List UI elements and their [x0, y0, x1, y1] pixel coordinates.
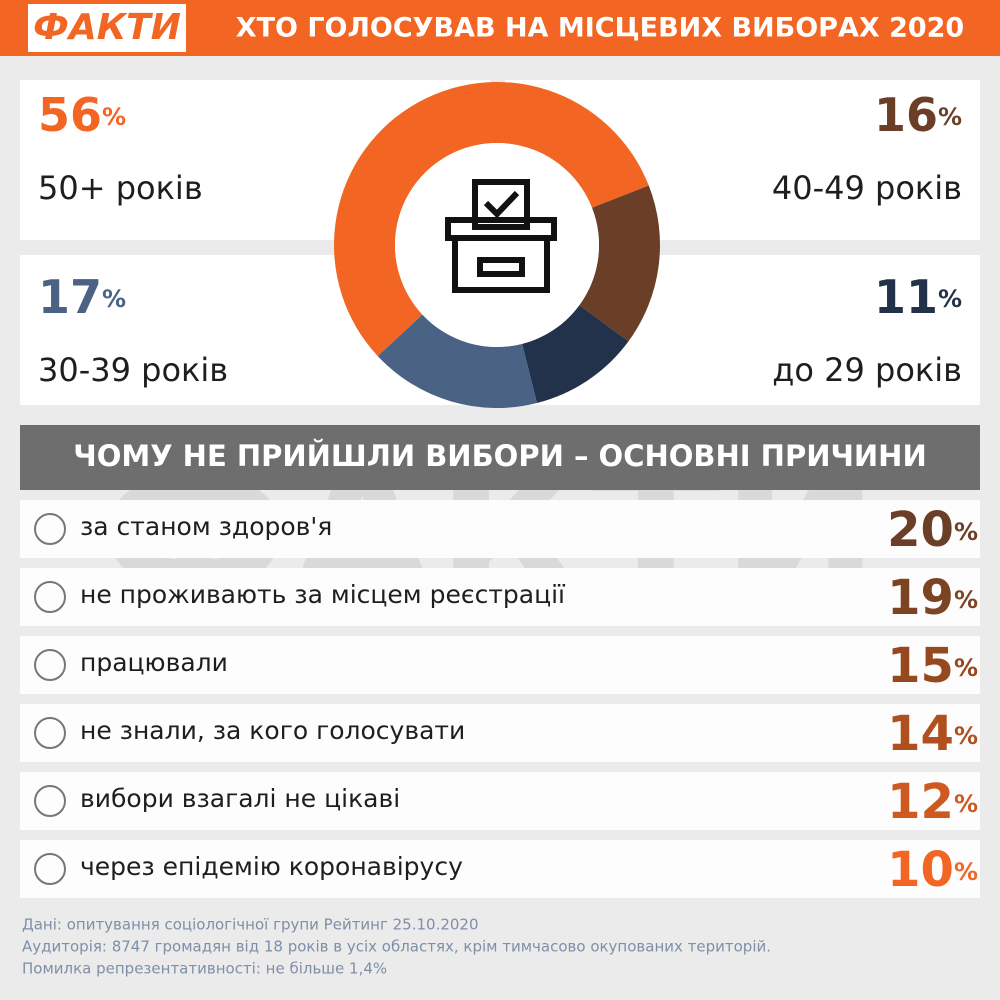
value-label: 12%	[887, 774, 978, 830]
category-label: до 29 років	[772, 351, 962, 389]
donut	[333, 81, 660, 408]
footnote: Аудиторія: 8747 громадян від 18 років в …	[22, 938, 771, 956]
value-label: 20%	[887, 502, 978, 558]
category-label: 50+ років	[38, 169, 203, 207]
unit: %	[954, 654, 978, 682]
category-label: працювали	[80, 648, 228, 677]
value: 17	[38, 270, 102, 324]
donut-hole	[395, 143, 599, 347]
row-icon	[34, 717, 66, 749]
footnote: Дані: опитування соціологічної групи Рей…	[22, 916, 479, 934]
value-label: 17%	[38, 270, 126, 324]
category-label: через епідемію коронавірусу	[80, 852, 463, 881]
unit: %	[938, 103, 962, 131]
value-label: 11%	[874, 270, 962, 324]
row	[20, 636, 980, 694]
value: 14	[887, 706, 954, 762]
unit: %	[954, 518, 978, 546]
value: 12	[887, 774, 954, 830]
logo: ФАКТИ	[33, 7, 181, 48]
title: ХТО ГОЛОСУВАВ НА МІСЦЕВИХ ВИБОРАХ 2020	[236, 13, 964, 44]
donut-slice	[579, 185, 660, 342]
donut-slice	[333, 81, 649, 357]
unit: %	[954, 586, 978, 614]
value-label: 16%	[874, 88, 962, 142]
value-label: 19%	[887, 570, 978, 626]
donut-slice	[377, 314, 537, 408]
unit: %	[102, 285, 126, 313]
row	[20, 568, 980, 626]
category-label: за станом здоров'я	[80, 512, 332, 541]
row-icon	[34, 581, 66, 613]
donut-slice	[522, 305, 629, 404]
value: 15	[887, 638, 954, 694]
section-band	[20, 425, 980, 490]
category-label: 30-39 років	[38, 351, 228, 389]
row	[20, 500, 980, 558]
value: 20	[887, 502, 954, 558]
category-label: не знали, за кого голосувати	[80, 716, 465, 745]
value: 16	[874, 88, 938, 142]
ballot-icon	[445, 179, 557, 293]
unit: %	[102, 103, 126, 131]
unit: %	[954, 722, 978, 750]
row	[20, 704, 980, 762]
category-label: не проживають за місцем реєстрації	[80, 580, 566, 609]
footnote: Помилка репрезентативності: не більше 1,…	[22, 960, 387, 978]
row	[20, 772, 980, 830]
value-label: 56%	[38, 88, 126, 142]
value: 11	[874, 270, 938, 324]
value-label: 15%	[887, 638, 978, 694]
unit: %	[954, 790, 978, 818]
category-label: вибори взагалі не цікаві	[80, 784, 400, 813]
reasons: за станом здоров'я 20% не проживають за мі…	[20, 500, 980, 898]
row-icon	[34, 853, 66, 885]
category-label: 40-49 років	[772, 169, 962, 207]
value: 19	[887, 570, 954, 626]
section-title: ЧОМУ НЕ ПРИЙШЛИ ВИБОРИ – ОСНОВНІ ПРИЧИНИ	[73, 439, 926, 473]
row-icon	[34, 649, 66, 681]
row-icon	[34, 785, 66, 817]
value: 56	[38, 88, 102, 142]
value-label: 14%	[887, 706, 978, 762]
value-label: 10%	[887, 842, 978, 898]
unit: %	[938, 285, 962, 313]
value: 10	[887, 842, 954, 898]
logo-box	[28, 4, 186, 52]
unit: %	[954, 858, 978, 886]
row-icon	[34, 513, 66, 545]
row	[20, 840, 980, 898]
